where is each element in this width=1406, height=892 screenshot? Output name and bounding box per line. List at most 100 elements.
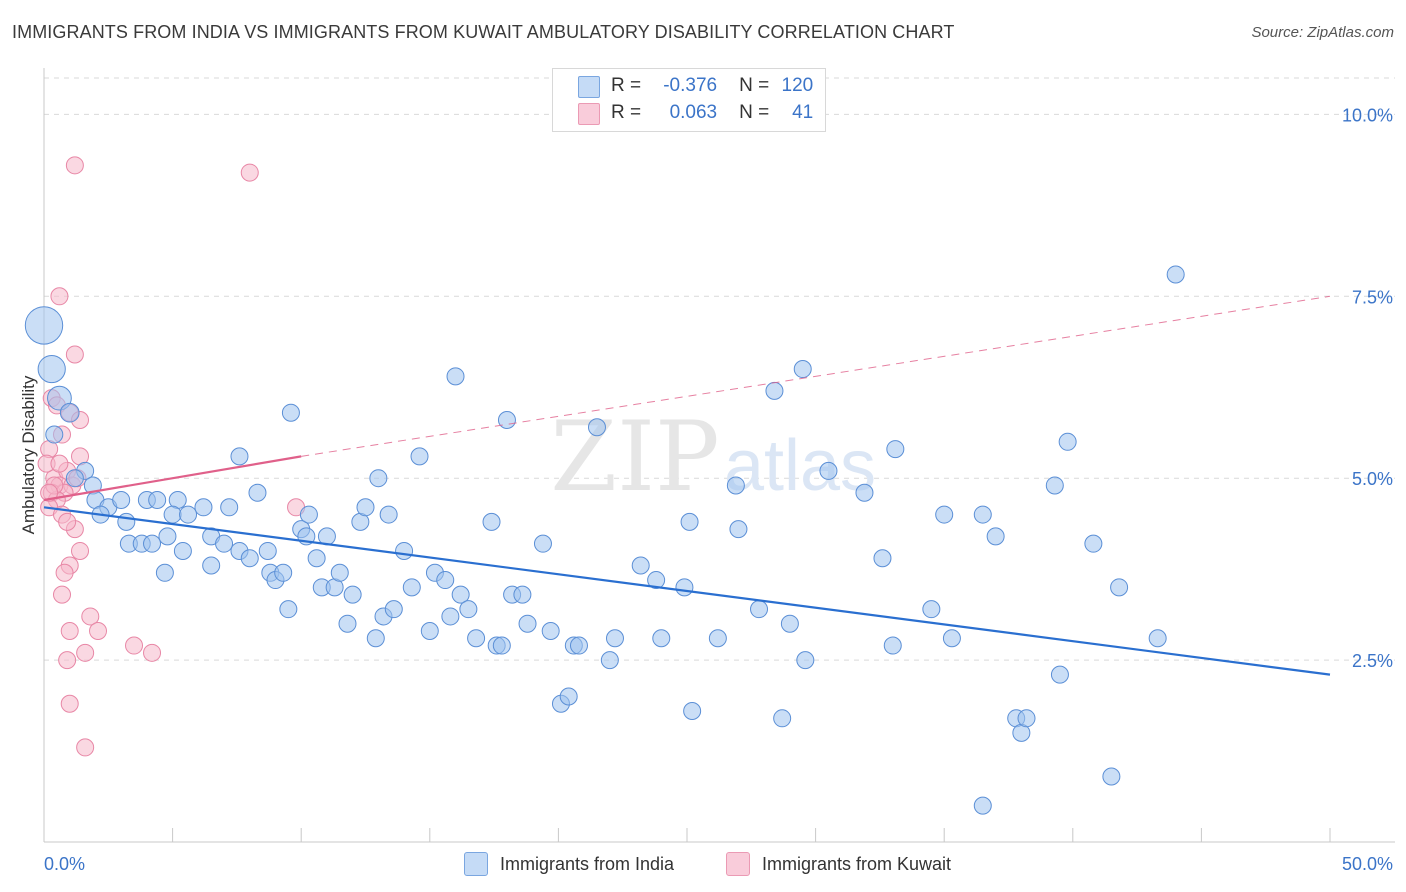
india-point-55	[410, 447, 429, 466]
india-point-5	[65, 469, 84, 488]
legend-kuwait-n: 41	[792, 102, 814, 123]
india-point-13	[148, 491, 167, 510]
kuwait-point-38	[50, 454, 69, 473]
india-point-109	[1102, 767, 1121, 786]
legend-n-label: N =	[739, 102, 770, 123]
kuwait-point-31	[60, 694, 79, 713]
india-point-117	[369, 469, 388, 488]
india-point-83	[675, 578, 694, 597]
india-point-111	[1045, 476, 1064, 495]
india-point-98	[922, 600, 941, 619]
india-point-22	[143, 534, 162, 553]
bottom-swatch-india	[464, 852, 488, 876]
india-point-105	[1017, 709, 1036, 728]
kuwait-trend-line	[43, 455, 302, 502]
x-tick-label-0: 0.0%	[44, 854, 85, 874]
legend-swatch-kuwait	[578, 103, 600, 125]
kuwait-point-0	[65, 156, 84, 175]
india-point-87	[726, 476, 745, 495]
india-point-34	[274, 563, 293, 582]
india-point-17	[194, 498, 213, 517]
india-point-95	[873, 549, 892, 568]
bottom-legend-india: Immigrants from India	[464, 850, 674, 878]
kuwait-point-1	[50, 287, 69, 306]
y-axis-label: Ambulatory Disability	[19, 375, 38, 534]
india-point-39	[307, 549, 326, 568]
india-point-64	[482, 512, 501, 531]
india-trend-line	[43, 506, 1331, 676]
kuwait-point-25	[60, 621, 79, 640]
kuwait-point-28	[125, 636, 144, 655]
india-point-102	[973, 796, 992, 815]
india-point-18	[220, 498, 239, 517]
kuwait-point-24	[81, 607, 100, 626]
trend-lines	[43, 295, 1331, 676]
india-point-28	[240, 549, 259, 568]
india-point-16	[179, 505, 198, 524]
india-point-94	[855, 483, 874, 502]
india-point-19	[230, 447, 249, 466]
kuwait-point-32	[76, 738, 95, 757]
india-point-84	[680, 512, 699, 531]
kuwait-point-20	[71, 541, 90, 560]
india-point-89	[765, 381, 784, 400]
india-point-0	[24, 306, 64, 345]
tick-labels: 2.5% 5.0% 7.5% 10.0% 0.0% 50.0%	[44, 105, 1393, 874]
watermark-atlas: atlas	[724, 426, 876, 506]
india-point-115	[819, 461, 838, 480]
kuwait-point-40	[58, 512, 77, 531]
india-point-112	[1148, 629, 1167, 648]
india-point-107	[1058, 432, 1077, 451]
kuwait-point-22	[55, 563, 74, 582]
india-point-48	[356, 498, 375, 517]
y-tick-label-3: 10.0%	[1342, 105, 1393, 125]
india-point-114	[986, 527, 1005, 546]
watermark-zip: ZIP	[550, 401, 719, 513]
kuwait-point-30	[58, 651, 77, 670]
india-point-85	[683, 702, 702, 721]
india-point-67	[497, 410, 516, 429]
india-point-80	[631, 556, 650, 575]
india-point-81	[647, 571, 666, 590]
india-point-86	[708, 629, 727, 648]
india-point-99	[935, 505, 954, 524]
kuwait-point-39	[40, 483, 59, 502]
x-tick-label-1: 50.0%	[1342, 854, 1393, 874]
kuwait-point-29	[143, 643, 162, 662]
india-point-29	[258, 541, 277, 560]
india-point-71	[533, 534, 552, 553]
chart-title: IMMIGRANTS FROM INDIA VS IMMIGRANTS FROM…	[12, 22, 955, 42]
kuwait-point-23	[53, 585, 72, 604]
india-point-46	[343, 585, 362, 604]
india-point-44	[330, 563, 349, 582]
india-point-82	[652, 629, 671, 648]
kuwait-point-27	[76, 643, 95, 662]
legend-swatch-india	[578, 76, 600, 98]
india-point-15	[163, 505, 182, 524]
india-point-92	[793, 360, 812, 379]
india-point-113	[1166, 265, 1185, 284]
india-point-96	[886, 440, 905, 459]
legend-kuwait-r: 0.063	[669, 102, 718, 123]
india-point-59	[441, 607, 460, 626]
india-point-90	[773, 709, 792, 728]
india-point-97	[883, 636, 902, 655]
legend-box: R = -0.376 N = 120 R = 0.063 N = 41	[552, 68, 826, 132]
kuwait-points	[37, 156, 306, 757]
india-point-31	[155, 563, 174, 582]
legend-row-kuwait: R = 0.063 N = 41	[578, 100, 814, 126]
bottom-legend-kuwait-label: Immigrants from Kuwait	[762, 853, 952, 874]
india-point-78	[600, 651, 619, 670]
india-point-53	[395, 541, 414, 560]
india-point-38	[299, 505, 318, 524]
india-point-9	[112, 491, 131, 510]
india-point-23	[158, 527, 177, 546]
india-point-56	[420, 621, 439, 640]
india-point-36	[281, 403, 300, 422]
india-points	[24, 265, 1185, 815]
india-point-45	[338, 614, 357, 633]
india-point-100	[942, 629, 961, 648]
india-point-76	[569, 636, 588, 655]
india-point-108	[1084, 534, 1103, 553]
